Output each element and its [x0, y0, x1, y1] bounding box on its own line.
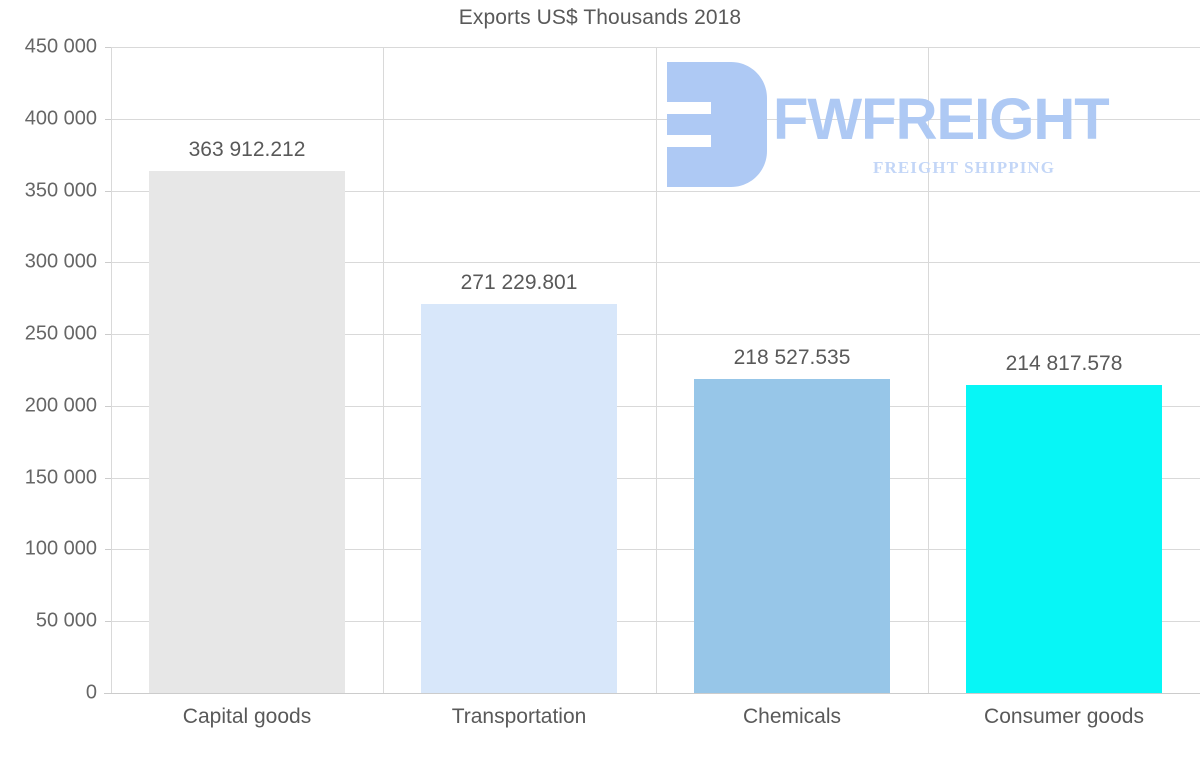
y-axis-tick-mark [105, 621, 111, 622]
y-axis-tick-label: 250 000 [24, 322, 97, 345]
chart-title: Exports US$ Thousands 2018 [458, 6, 742, 29]
y-axis-tick-mark [105, 191, 111, 192]
y-axis-tick-label: 300 000 [24, 250, 97, 273]
x-axis-category-label: Transportation [451, 705, 587, 728]
y-axis-tick-mark [105, 334, 111, 335]
gridline [111, 190, 1200, 192]
y-axis-tick-label: 0 [85, 681, 97, 704]
category-separator [928, 47, 929, 693]
y-axis-tick-mark [105, 47, 111, 48]
bar-value-label: 214 817.578 [1005, 351, 1123, 375]
bar[interactable] [421, 303, 617, 693]
x-axis-line [104, 693, 1200, 694]
gridline [111, 47, 1200, 48]
y-axis-tick-label: 100 000 [24, 537, 97, 560]
gridline [111, 118, 1200, 120]
x-axis-category-label: Chemicals [742, 705, 842, 728]
y-axis-tick-mark [105, 119, 111, 120]
category-separator [656, 47, 657, 693]
y-axis-line [111, 47, 112, 694]
category-separator [383, 47, 384, 693]
y-axis-tick-mark [105, 693, 111, 694]
y-axis-tick-mark [105, 262, 111, 263]
gridline [111, 621, 1200, 623]
y-axis-tick-mark [105, 406, 111, 407]
bar[interactable] [966, 384, 1162, 693]
bar-value-label: 363 912.212 [188, 137, 306, 161]
x-axis-category-label: Capital goods [182, 705, 312, 728]
y-axis-tick-label: 150 000 [24, 466, 97, 489]
plot-area [111, 47, 1200, 693]
y-axis-tick-label: 350 000 [24, 179, 97, 202]
y-axis-tick-mark [105, 478, 111, 479]
gridline [111, 477, 1200, 479]
bar[interactable] [149, 170, 345, 693]
y-axis-tick-label: 450 000 [24, 35, 97, 58]
gridline [111, 334, 1200, 336]
gridline [111, 549, 1200, 551]
y-axis-tick-mark [105, 549, 111, 550]
bar-value-label: 218 527.535 [733, 346, 851, 370]
gridline [111, 262, 1200, 264]
gridline [111, 405, 1200, 407]
x-axis-category-label: Consumer goods [984, 705, 1144, 728]
y-axis-tick-label: 50 000 [35, 609, 97, 632]
y-axis-tick-label: 200 000 [24, 394, 97, 417]
bar[interactable] [694, 379, 890, 693]
bar-value-label: 271 229.801 [460, 270, 578, 294]
y-axis-tick-label: 400 000 [24, 107, 97, 130]
